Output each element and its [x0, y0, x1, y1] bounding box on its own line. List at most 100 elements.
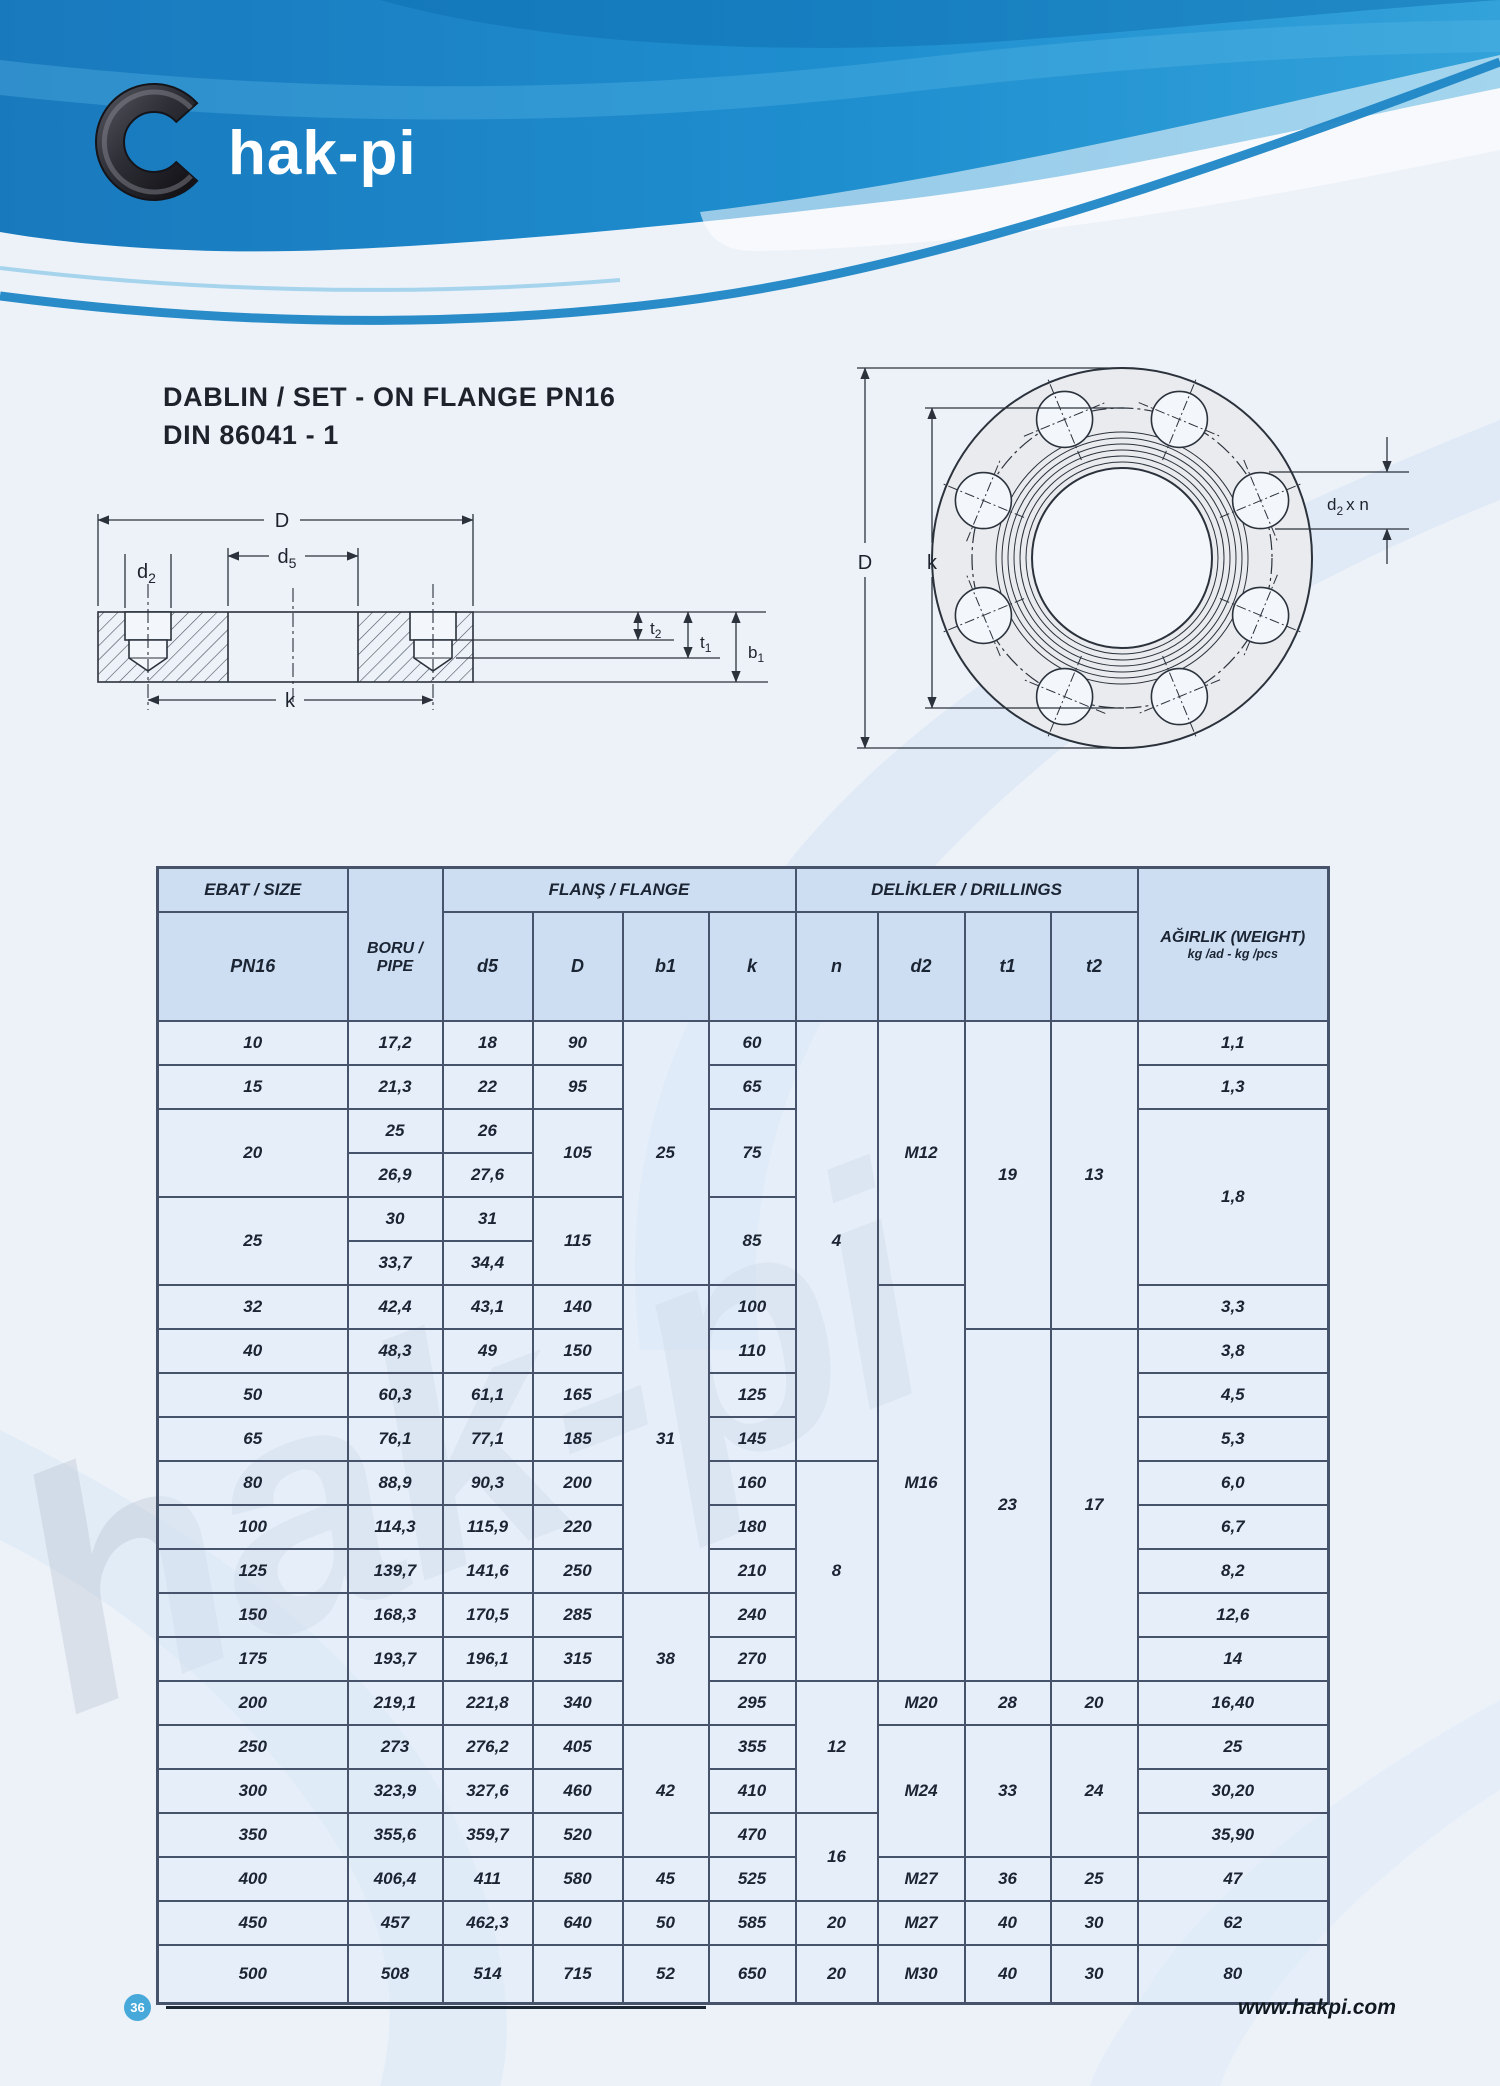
table-cell: 273 [346, 1724, 444, 1770]
header-weight-line2: kg /ad - kg /pcs [1187, 946, 1278, 961]
table-cell: 80 [156, 1460, 349, 1506]
flange-front-drawing: D k d2 x n [857, 361, 1409, 755]
table-cell: 17 [1049, 1328, 1139, 1682]
table-cell: 462,3 [441, 1900, 534, 1946]
header-d5: d5 [441, 911, 534, 1022]
page-number-badge: 36 [124, 1994, 151, 2021]
table-cell: 450 [156, 1900, 349, 1946]
table-cell: 355,6 [346, 1812, 444, 1858]
table-cell: 8 [794, 1460, 879, 1682]
table-cell: 350 [156, 1812, 349, 1858]
header-weight: AĞIRLIK (WEIGHT) kg /ad - kg /pcs [1136, 866, 1330, 1022]
table-cell: 16 [794, 1812, 879, 1902]
header-t1: t1 [963, 911, 1052, 1022]
header-n: n [794, 911, 879, 1022]
table-cell: 31 [621, 1284, 710, 1594]
table-cell: 20 [794, 1900, 879, 1946]
table-cell: 3,8 [1136, 1328, 1330, 1374]
logo: hak-pi [82, 50, 417, 228]
header-b1: b1 [621, 911, 710, 1022]
table-cell: 42,4 [346, 1284, 444, 1330]
dimension-label-t2: t2 [650, 619, 662, 641]
table-cell: 105 [531, 1108, 624, 1198]
table-cell: M16 [876, 1284, 966, 1682]
table-cell: 95 [531, 1064, 624, 1110]
table-cell: M27 [876, 1900, 966, 1946]
dimension-label-d2xn: d2 x n [1327, 495, 1369, 518]
table-cell: 460 [531, 1768, 624, 1814]
title-line-1: DABLIN / SET - ON FLANGE PN16 [163, 382, 616, 412]
table-row: 400 406,4 411 580 45 525 M27 36 25 47 [156, 1856, 1330, 1902]
table-cell: 150 [531, 1328, 624, 1374]
table-row: 40 48,3 49 150 110 23 17 3,8 [156, 1328, 1330, 1682]
table-cell: 85 [707, 1196, 797, 1286]
table-cell: 62 [1136, 1900, 1330, 1946]
table-cell: M20 [876, 1680, 966, 1726]
table-cell: 165 [531, 1372, 624, 1418]
table-cell: 17,2 [346, 1020, 444, 1066]
table-cell: 13 [1049, 1020, 1139, 1330]
table-cell: 40 [963, 1944, 1052, 2005]
table-cell: 12,6 [1136, 1592, 1330, 1638]
table-cell: 6,7 [1136, 1504, 1330, 1550]
table-cell: 139,7 [346, 1548, 444, 1594]
table-cell: 61,1 [441, 1372, 534, 1418]
table-cell: 520 [531, 1812, 624, 1858]
footer-divider [166, 2006, 706, 2009]
table-cell: 43,1 [441, 1284, 534, 1330]
table-cell: 21,3 [346, 1064, 444, 1110]
table-cell: 50 [621, 1900, 710, 1946]
table-cell: 65 [156, 1416, 349, 1462]
table-cell: 196,1 [441, 1636, 534, 1682]
table-cell: 4,5 [1136, 1372, 1330, 1418]
table-row: 33,7 34,4 [158, 1240, 1329, 1286]
table-cell: 65 [707, 1064, 797, 1110]
header-drillings-group: DELİKLER / DRILLINGS [794, 866, 1139, 913]
table-cell: 38 [621, 1592, 710, 1726]
table-cell: 47 [1136, 1856, 1330, 1902]
table-row: 32 42,4 43,1 140 31 100 M16 3,3 [156, 1284, 1330, 1682]
table-cell: 125 [156, 1548, 349, 1594]
table-cell: 221,8 [441, 1680, 534, 1726]
table-cell: 24 [1049, 1724, 1139, 1858]
table-cell: 276,2 [441, 1724, 534, 1770]
table-cell: 30 [1049, 1944, 1139, 2005]
dimensions-table: EBAT / SIZE BORU / PIPE FLANŞ / FLANGE D… [156, 866, 1331, 2005]
table-row: 65 76,1 77,1 185 145 5,3 [156, 1416, 1330, 1462]
table-cell: 508 [346, 1944, 444, 2005]
table-cell: 250 [156, 1724, 349, 1770]
table-cell: 170,5 [441, 1592, 534, 1638]
table-cell: 8,2 [1136, 1548, 1330, 1594]
table-row: 175 193,7 196,1 315 270 14 [156, 1636, 1330, 1682]
header-flange-group: FLANŞ / FLANGE [441, 866, 797, 913]
table-row: 500 508 514 715 52 650 20 M30 40 30 80 [156, 1944, 1330, 2005]
table-cell: 323,9 [346, 1768, 444, 1814]
table-header: EBAT / SIZE BORU / PIPE FLANŞ / FLANGE D… [156, 866, 1330, 1022]
table-cell: M24 [876, 1724, 966, 1858]
table-cell: 145 [707, 1416, 797, 1462]
table-cell: 33,7 [346, 1240, 444, 1286]
table-row: 200 219,1 221,8 340 295 12 M20 28 20 16,40 [156, 1680, 1330, 1814]
table-cell: 33 [963, 1724, 1052, 1858]
table-cell: 140 [531, 1284, 624, 1330]
table-cell: 31 [441, 1196, 534, 1242]
flange-section-drawing: D d5 d2 k t2 t1 b1 [97, 510, 768, 712]
table-cell: 580 [531, 1856, 624, 1902]
table-cell: 52 [621, 1944, 710, 2005]
table-cell: 115 [531, 1196, 624, 1286]
table-cell: 715 [531, 1944, 624, 2005]
table-cell: 25 [1136, 1724, 1330, 1770]
website-link[interactable]: www.hakpi.com [1238, 1996, 1396, 2019]
table-cell: 210 [707, 1548, 797, 1594]
table-cell: 180 [707, 1504, 797, 1550]
table-cell: 4 [794, 1020, 879, 1462]
table-cell: M12 [876, 1020, 966, 1286]
table-cell: 90,3 [441, 1460, 534, 1506]
table-cell: 141,6 [441, 1548, 534, 1594]
table-cell: 406,4 [346, 1856, 444, 1902]
table-cell: 525 [707, 1856, 797, 1902]
table-cell: 76,1 [346, 1416, 444, 1462]
table-cell: 49 [441, 1328, 534, 1374]
dimension-label-t1: t1 [700, 633, 712, 655]
table-cell: 30 [346, 1196, 444, 1242]
